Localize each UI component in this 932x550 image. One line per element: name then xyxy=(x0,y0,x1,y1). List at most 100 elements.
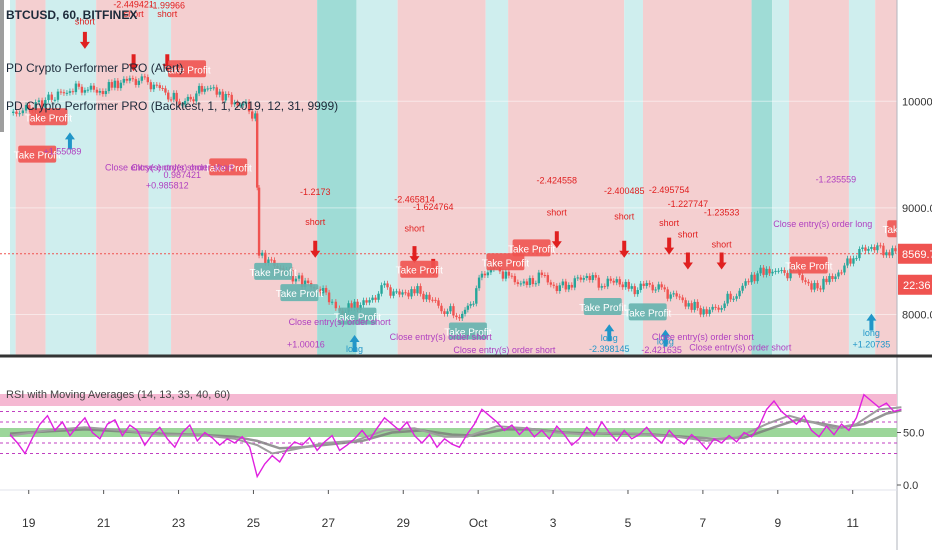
candle-body xyxy=(37,100,41,103)
candle-body xyxy=(546,275,550,283)
candle-body xyxy=(294,278,298,282)
candle-body xyxy=(750,274,753,283)
price-tick-label: 10000.0 xyxy=(902,96,932,108)
time-tick-label: 7 xyxy=(700,516,707,530)
candle-body xyxy=(392,291,395,296)
candle-body xyxy=(40,100,44,108)
candle-body xyxy=(672,293,675,295)
candle-body xyxy=(241,103,245,106)
rsi-pane[interactable]: RSI with Moving Averages (14, 13, 33, 40… xyxy=(0,389,924,492)
candle-body xyxy=(175,92,178,102)
legend[interactable]: BTCUSD, 60, BITFINEX PD Crypto Performer… xyxy=(0,0,338,132)
take-profit-label: Take Profit xyxy=(334,313,381,324)
candle-body xyxy=(200,85,204,92)
time-tick-label: 9 xyxy=(774,516,781,530)
trade-annotation: short xyxy=(157,9,178,19)
indicator-backtest-label[interactable]: PD Crypto Performer PRO (Backtest, 1, 1,… xyxy=(6,99,338,113)
last-price-badge xyxy=(898,243,932,264)
candle-body xyxy=(125,78,129,81)
candle-body xyxy=(186,96,190,101)
candle-body xyxy=(62,92,66,94)
candle-body xyxy=(306,280,310,284)
candle-body xyxy=(455,315,458,318)
candle-body xyxy=(122,78,126,83)
candle-body xyxy=(347,303,350,313)
candle-body xyxy=(666,289,669,299)
candle-body xyxy=(801,275,804,281)
candle-body xyxy=(543,275,547,277)
candle-body xyxy=(324,288,328,293)
price-axis[interactable]: 10000.0 9000.0 8000.0 8569.7 22:36 xyxy=(896,0,932,550)
candle-body xyxy=(419,286,422,294)
candle-body xyxy=(888,252,891,256)
candle-body xyxy=(146,77,150,83)
candle-body xyxy=(71,91,75,93)
candle-body xyxy=(401,292,404,295)
candle-body xyxy=(762,267,765,275)
take-profit-label: Take Profit xyxy=(785,261,832,272)
candle-body xyxy=(428,294,431,300)
candle-body xyxy=(564,281,568,290)
candle-body xyxy=(359,305,362,310)
candle-body xyxy=(594,275,597,278)
candle-body xyxy=(365,300,368,303)
candle-body xyxy=(158,85,162,89)
candle-body xyxy=(630,286,633,289)
time-tick-label: 19 xyxy=(22,516,36,530)
candle-body xyxy=(437,300,440,306)
take-profit-badge xyxy=(29,108,68,126)
candle-body xyxy=(600,286,603,288)
take-profit-label: Take Profit xyxy=(624,308,671,319)
candle-body xyxy=(28,105,31,110)
time-axis[interactable]: 19 21 23 25 27 29 Oct 3 5 7 9 11 xyxy=(0,489,897,530)
rsi-axis[interactable]: 50.0 0.0 xyxy=(897,428,924,493)
candle-body xyxy=(819,288,822,290)
candle-body xyxy=(56,91,60,100)
trade-annotation: +1.00016 xyxy=(287,340,325,350)
price-pane[interactable]: Take Profit Take Profit Take Profit Take Pr… xyxy=(0,0,930,355)
candle-body xyxy=(882,245,885,256)
candle-body xyxy=(744,281,747,286)
candle-body xyxy=(612,280,615,283)
candle-body xyxy=(735,296,738,299)
candle-body xyxy=(189,96,192,100)
candle-body xyxy=(720,308,723,310)
candle-body xyxy=(777,270,780,272)
trade-annotation: -1.99966 xyxy=(150,1,186,11)
rsi-line xyxy=(9,393,902,479)
candle-body xyxy=(567,284,570,290)
candle-body xyxy=(80,86,84,93)
candle-body xyxy=(678,296,681,298)
candle-body xyxy=(729,293,732,300)
candle-body xyxy=(327,292,331,303)
candle-body xyxy=(741,285,744,291)
zone-bear xyxy=(397,0,486,355)
candle-body xyxy=(708,309,711,314)
candle-body xyxy=(618,279,621,285)
candle-body xyxy=(477,277,481,289)
take-profit-badge xyxy=(486,253,525,271)
candle-body xyxy=(849,258,852,264)
candle-body xyxy=(780,270,783,272)
short-arrow-icon xyxy=(664,237,675,255)
short-arrow-icon xyxy=(409,246,420,264)
signal-zones xyxy=(10,0,906,355)
indicator-alert-label[interactable]: PD Crypto Performer PRO (Alert) xyxy=(6,61,183,75)
candle-body xyxy=(783,270,786,273)
candle-body xyxy=(128,78,132,81)
candle-body xyxy=(149,82,153,90)
rsi-legend[interactable]: RSI with Moving Averages (14, 13, 33, 40… xyxy=(6,389,230,401)
short-arrow-icon xyxy=(619,240,630,258)
take-profit-label: Take Profit xyxy=(276,289,323,300)
candle-body xyxy=(813,282,816,290)
trade-annotation: short xyxy=(678,230,699,240)
candle-body xyxy=(642,283,645,286)
trade-annotation: short xyxy=(659,218,680,228)
long-arrow-icon xyxy=(604,324,615,342)
candle-body xyxy=(723,303,726,309)
candle-body xyxy=(591,275,594,281)
candle-body xyxy=(534,283,538,285)
candle-body xyxy=(807,281,810,284)
candle-body xyxy=(840,272,843,274)
